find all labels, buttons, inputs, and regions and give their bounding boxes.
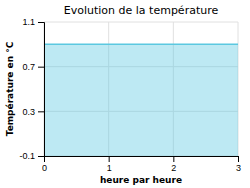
tick-mark (238, 156, 239, 162)
tick-label: -0.1 (19, 151, 35, 161)
tick-mark (38, 111, 44, 112)
tick: 0.7 (22, 62, 44, 72)
tick-mark (173, 156, 174, 162)
tick-label: 1.1 (22, 17, 35, 27)
tick-label: 3 (236, 163, 241, 173)
x-axis: 0 1 2 3 (42, 156, 241, 173)
tick-label: 0 (42, 163, 47, 173)
marks (44, 44, 238, 156)
tick: 3 (236, 156, 241, 173)
tick: 1 (107, 156, 112, 173)
tick: 0.3 (22, 107, 44, 117)
plot: 0 1 2 3 -0.1 0.3 0.7 1.1 (19, 17, 241, 173)
tick: 2 (171, 156, 176, 173)
axis-line (38, 23, 45, 157)
tick-label: 0.7 (22, 62, 35, 72)
y-axis: -0.1 0.3 0.7 1.1 (19, 17, 44, 161)
tick-mark (38, 156, 44, 157)
grid-line (44, 22, 238, 23)
line (44, 44, 238, 46)
axis-line (45, 157, 239, 163)
chart: 0 1 2 3 -0.1 0.3 0.7 1.1 Evolution de la tempéra… (0, 0, 250, 188)
y-axis-title: Température en °C (5, 41, 15, 136)
title: Evolution de la température (64, 4, 219, 17)
tick-mark (38, 22, 44, 23)
tick-mark (109, 156, 110, 162)
x-axis-title: heure par heure (100, 175, 182, 185)
tick: 0 (42, 156, 47, 173)
grid (44, 22, 238, 156)
tick-label: 1 (107, 163, 112, 173)
area (44, 44, 238, 156)
tick-label: 2 (171, 163, 176, 173)
tick-mark (38, 67, 44, 68)
tick-label: 0.3 (22, 107, 35, 117)
tick: 1.1 (22, 17, 44, 27)
tick: -0.1 (19, 151, 44, 161)
